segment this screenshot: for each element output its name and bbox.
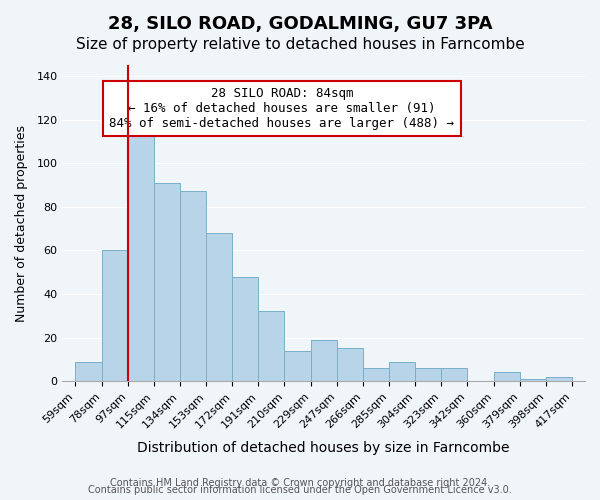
Bar bbox=[232, 276, 259, 381]
X-axis label: Distribution of detached houses by size in Farncombe: Distribution of detached houses by size … bbox=[137, 441, 510, 455]
Bar bbox=[546, 377, 572, 381]
Bar bbox=[520, 379, 546, 381]
Bar bbox=[180, 192, 206, 381]
Text: Contains public sector information licensed under the Open Government Licence v3: Contains public sector information licen… bbox=[88, 485, 512, 495]
Bar bbox=[101, 250, 128, 381]
Text: 28 SILO ROAD: 84sqm
← 16% of detached houses are smaller (91)
84% of semi-detach: 28 SILO ROAD: 84sqm ← 16% of detached ho… bbox=[109, 87, 454, 130]
Bar bbox=[284, 350, 311, 381]
Bar bbox=[76, 362, 101, 381]
Bar bbox=[154, 183, 180, 381]
Bar bbox=[389, 362, 415, 381]
Bar bbox=[415, 368, 441, 381]
Bar bbox=[363, 368, 389, 381]
Bar bbox=[441, 368, 467, 381]
Bar bbox=[206, 233, 232, 381]
Bar bbox=[311, 340, 337, 381]
Y-axis label: Number of detached properties: Number of detached properties bbox=[15, 124, 28, 322]
Bar bbox=[337, 348, 363, 381]
Bar bbox=[259, 312, 284, 381]
Text: 28, SILO ROAD, GODALMING, GU7 3PA: 28, SILO ROAD, GODALMING, GU7 3PA bbox=[108, 15, 492, 33]
Bar bbox=[494, 372, 520, 381]
Text: Size of property relative to detached houses in Farncombe: Size of property relative to detached ho… bbox=[76, 38, 524, 52]
Bar bbox=[128, 126, 154, 381]
Text: Contains HM Land Registry data © Crown copyright and database right 2024.: Contains HM Land Registry data © Crown c… bbox=[110, 478, 490, 488]
